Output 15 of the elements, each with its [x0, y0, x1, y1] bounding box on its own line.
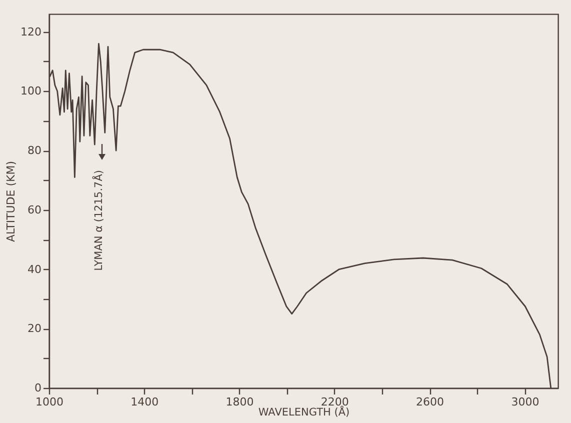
x-axis-title: WAVELENGTH (Å) [258, 406, 350, 418]
y-tick-label: 120 [20, 25, 42, 38]
annotation: LYMAN α (1215.7Å) [92, 170, 105, 271]
x-tick-label: 2600 [416, 396, 444, 408]
y-tick-label: 20 [28, 322, 42, 336]
y-tick-label: 80 [28, 144, 42, 158]
y-tick-label: 40 [28, 262, 42, 276]
y-axis-title: ALTITUDE (KM) [4, 160, 18, 242]
x-tick-label: 3000 [511, 396, 540, 408]
x-tick-label: 1000 [36, 396, 64, 408]
y-tick-label: 60 [28, 203, 42, 216]
y-tick-label: 100 [20, 84, 42, 98]
y-tick-label: 0 [34, 382, 42, 394]
x-tick-label: 1400 [130, 396, 159, 408]
x-tick-label: 1800 [226, 396, 254, 408]
